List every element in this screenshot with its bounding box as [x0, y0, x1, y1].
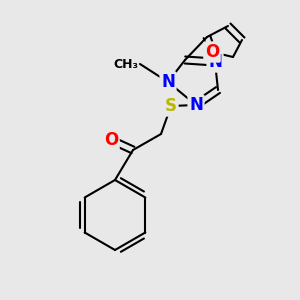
Text: N: N — [189, 96, 203, 114]
Text: O: O — [205, 43, 219, 61]
Text: S: S — [165, 97, 177, 115]
Text: O: O — [104, 131, 118, 149]
Text: CH₃: CH₃ — [113, 58, 138, 70]
Text: N: N — [208, 53, 222, 71]
Text: N: N — [161, 73, 175, 91]
